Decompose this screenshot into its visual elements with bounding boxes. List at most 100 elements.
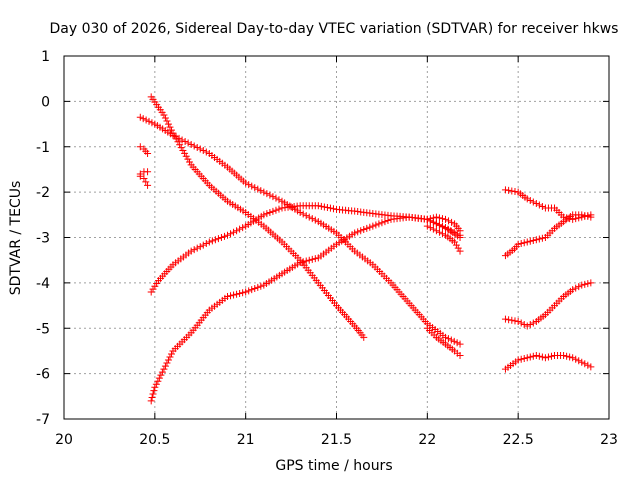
plus-marker [196, 243, 204, 251]
plus-marker [224, 231, 231, 239]
plus-marker [233, 227, 241, 235]
y-tick-label: -3 [36, 231, 50, 247]
plus-marker [296, 209, 304, 217]
plus-marker [163, 117, 171, 125]
plus-marker [161, 114, 169, 122]
plus-marker [233, 290, 241, 298]
plus-marker [452, 241, 460, 249]
plus-marker [230, 291, 238, 299]
plus-marker [523, 322, 531, 330]
plus-marker [505, 186, 513, 194]
plus-marker [444, 226, 452, 234]
plus-marker [448, 218, 456, 226]
plus-marker [175, 134, 183, 142]
plus-marker [214, 235, 222, 243]
plus-marker [147, 288, 155, 296]
plus-marker [529, 198, 537, 206]
plus-marker [140, 175, 148, 183]
plus-marker [302, 212, 310, 220]
plus-marker [164, 120, 172, 128]
plus-marker [224, 292, 231, 300]
plus-marker [305, 213, 313, 221]
plus-marker [360, 333, 368, 341]
plus-marker [187, 140, 195, 148]
plus-marker [526, 353, 534, 361]
series-stub-1 [136, 143, 152, 158]
plus-marker [314, 202, 322, 210]
plus-marker [272, 206, 280, 214]
plus-marker [217, 234, 225, 241]
plus-marker [520, 355, 528, 362]
plus-marker [587, 279, 595, 287]
plus-marker [169, 131, 177, 139]
plus-marker [323, 204, 331, 212]
plus-marker [181, 137, 189, 145]
plus-marker [166, 353, 174, 361]
plus-marker [160, 111, 168, 119]
plus-marker [144, 150, 152, 158]
plus-marker [351, 229, 359, 237]
plus-marker [220, 232, 228, 240]
plus-marker [167, 126, 175, 134]
plus-marker [508, 187, 516, 195]
plus-marker [193, 244, 201, 252]
plus-marker [317, 202, 325, 210]
plus-marker [538, 202, 546, 210]
plus-marker [177, 144, 185, 152]
plus-marker [517, 355, 525, 363]
series-track-d [136, 113, 464, 348]
plus-marker [296, 258, 304, 266]
x-tick-label: 22.5 [503, 432, 534, 448]
plus-marker [372, 221, 380, 229]
plus-marker [456, 351, 464, 359]
plus-marker [153, 279, 161, 287]
plus-marker [136, 113, 144, 121]
series-stub-3 [136, 168, 152, 178]
y-tick-label: -5 [36, 321, 50, 337]
plus-marker [526, 237, 534, 245]
plus-marker [193, 144, 201, 152]
plus-marker [451, 238, 459, 246]
plus-marker [178, 136, 186, 144]
plus-marker [456, 227, 464, 235]
series-track-e2 [423, 222, 464, 255]
y-tick-label: -2 [36, 185, 50, 201]
plus-marker [435, 228, 443, 236]
series-late-4 [501, 351, 595, 373]
y-tick-label: -6 [36, 367, 50, 383]
plus-marker [166, 123, 174, 131]
plus-marker [429, 225, 437, 233]
plus-marker [242, 179, 250, 187]
plus-marker [456, 247, 464, 255]
plus-marker [257, 282, 265, 290]
plus-marker [535, 201, 543, 209]
plus-marker [269, 207, 277, 215]
plus-marker [357, 227, 365, 235]
plus-marker [584, 212, 592, 220]
plus-marker [305, 256, 313, 264]
plus-marker [272, 194, 280, 202]
plus-marker [532, 351, 540, 359]
plus-marker [447, 227, 455, 235]
plus-marker [369, 222, 377, 230]
x-tick-label: 22 [418, 432, 436, 448]
plus-marker [157, 371, 165, 379]
plus-marker [275, 196, 283, 204]
plus-marker [230, 228, 238, 236]
plus-marker [299, 210, 307, 218]
plus-marker [245, 287, 253, 295]
plus-marker [190, 246, 198, 254]
plus-marker [375, 220, 383, 228]
plus-marker [199, 147, 207, 155]
plus-marker [517, 319, 525, 327]
plus-marker [245, 181, 253, 189]
plus-marker [538, 353, 546, 361]
plus-marker [572, 284, 580, 292]
y-tick-labels: 1 0 -1 -2 -3 -4 -5 -6 -7 [36, 49, 50, 428]
plus-marker [266, 191, 274, 199]
plus-marker [199, 241, 207, 249]
series-track-a [147, 93, 368, 341]
plus-marker [263, 210, 271, 218]
plus-marker [248, 286, 256, 294]
plus-marker [456, 340, 464, 348]
